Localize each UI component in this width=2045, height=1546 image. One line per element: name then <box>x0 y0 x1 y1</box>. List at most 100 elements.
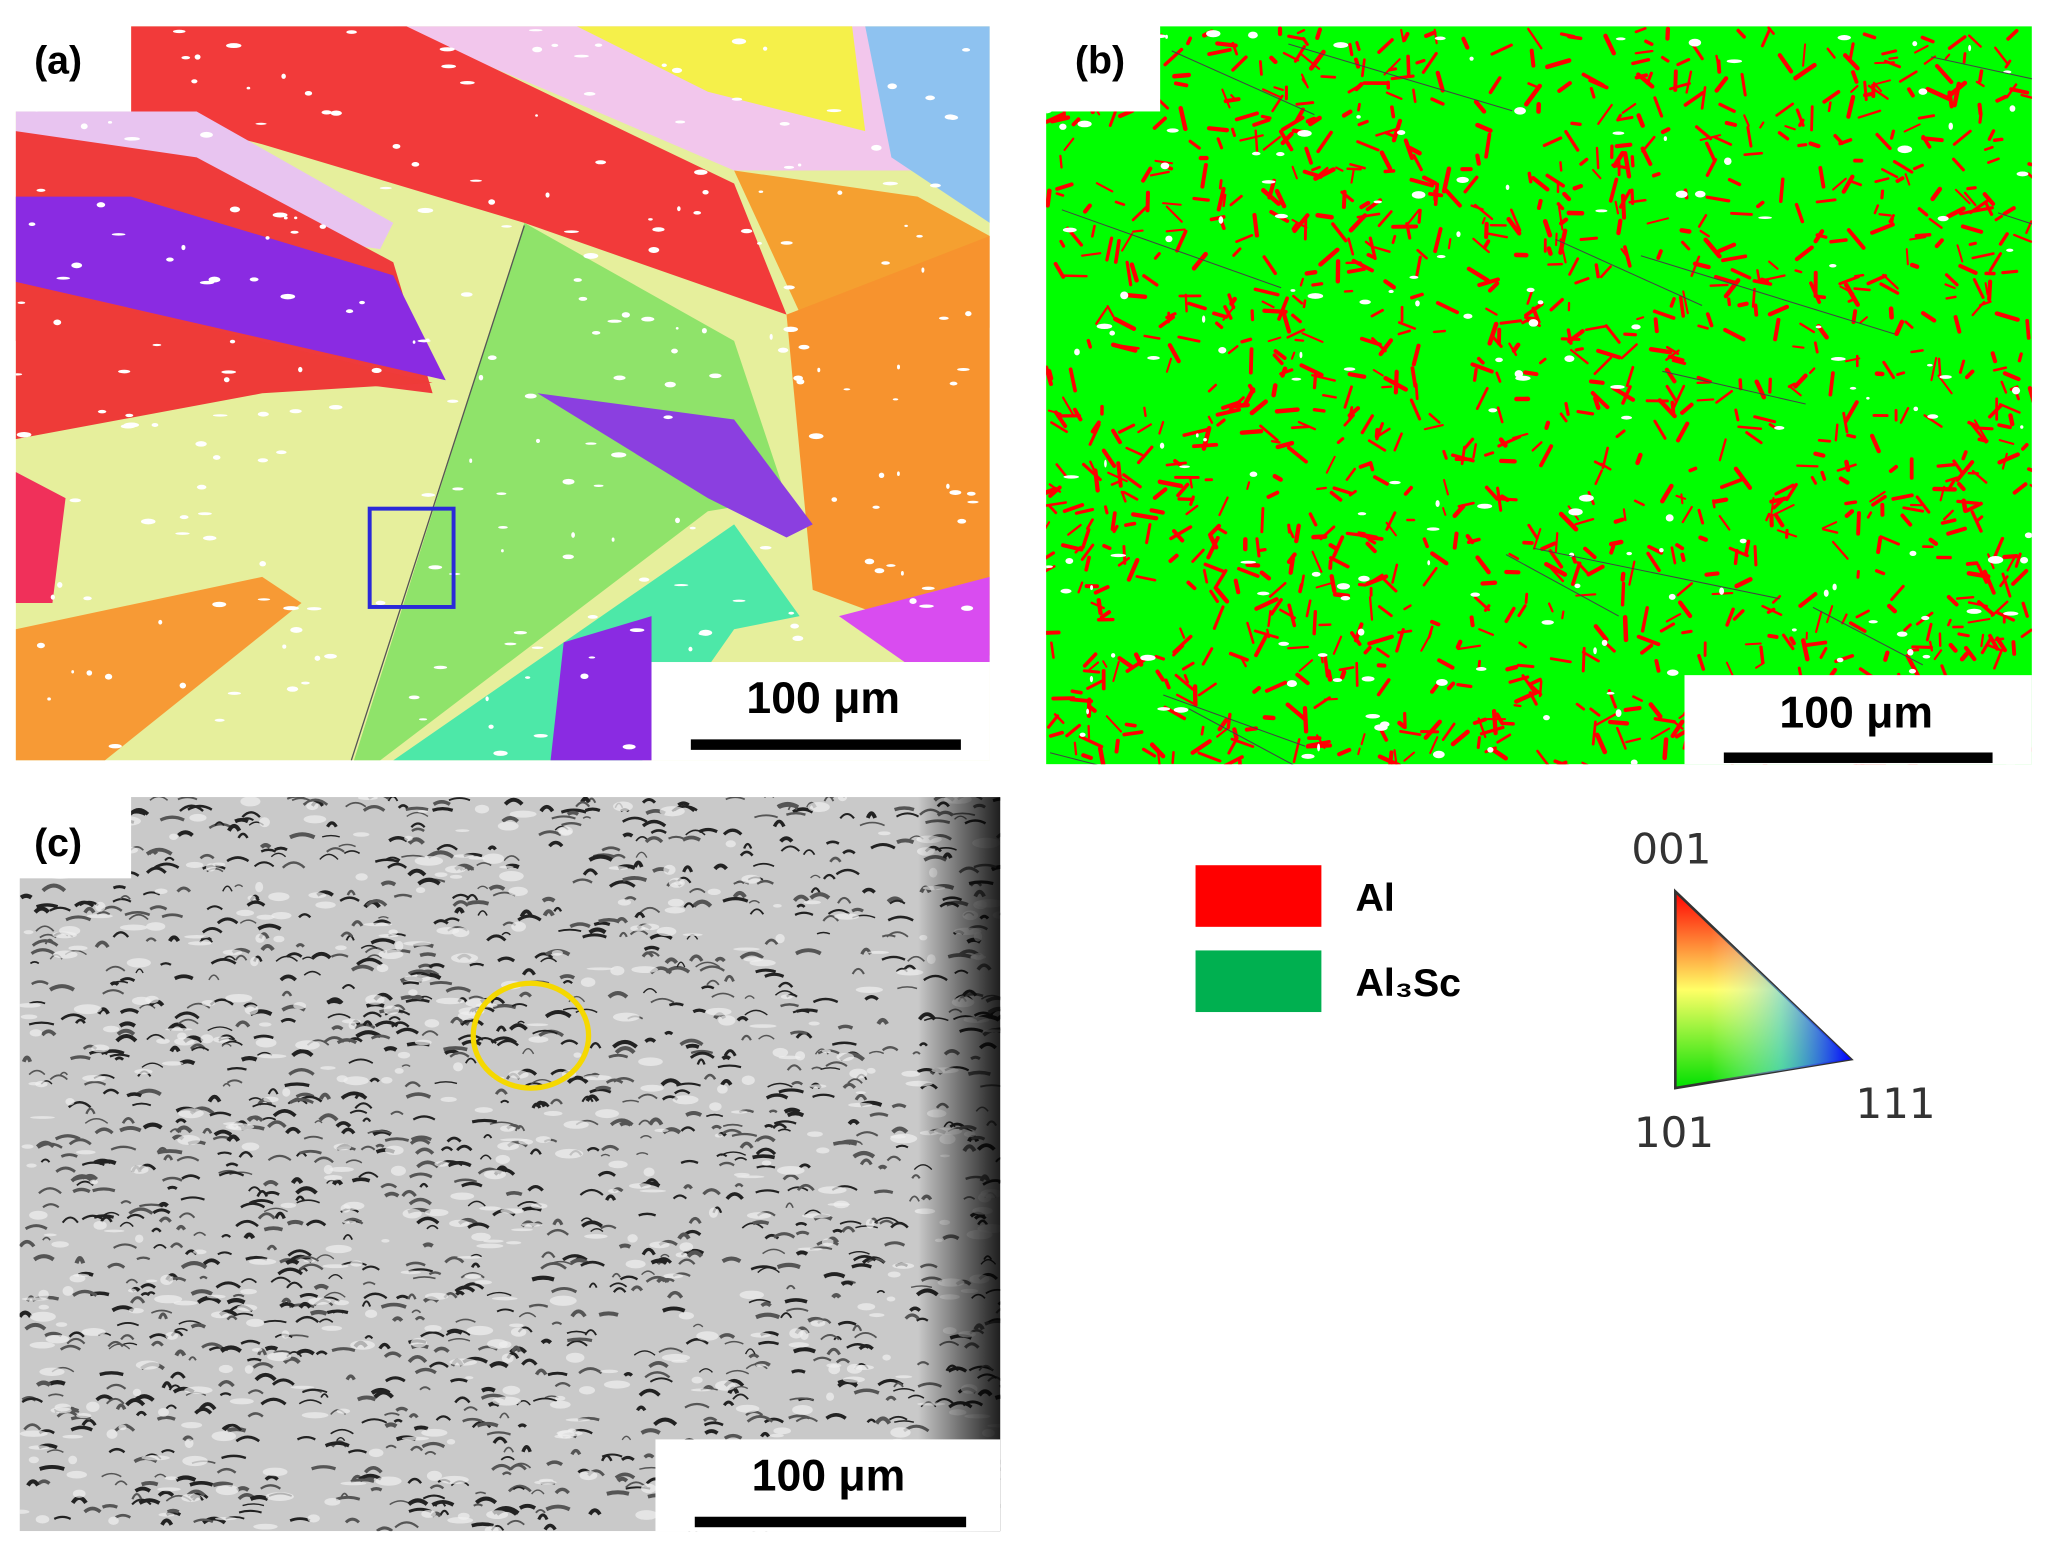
grain-boundary <box>1555 238 1703 306</box>
highlight <box>869 1313 885 1318</box>
surface-relief <box>835 1358 851 1364</box>
phase-al <box>1093 585 1110 595</box>
phase-al <box>1125 446 1144 457</box>
highlight <box>211 1311 230 1319</box>
surface-relief <box>791 1080 804 1086</box>
surface-relief <box>792 807 814 814</box>
phase-al <box>1971 300 1986 317</box>
phase-al <box>1660 55 1670 63</box>
speckle <box>246 86 251 90</box>
surface-relief <box>149 797 169 801</box>
phase-al <box>2021 601 2029 618</box>
surface-relief <box>637 1093 658 1100</box>
phase-al <box>1125 260 1133 287</box>
surface-relief <box>97 1007 110 1015</box>
phase-al <box>1476 356 1485 365</box>
surface-relief <box>664 1030 674 1036</box>
speckle <box>441 64 457 69</box>
phase-al <box>1994 46 2010 66</box>
surface-relief <box>866 1418 877 1424</box>
surface-relief <box>140 1292 151 1297</box>
speckle <box>289 409 302 414</box>
surface-relief <box>837 1320 857 1326</box>
highlight-circle <box>470 980 592 1091</box>
surface-relief <box>692 1008 706 1014</box>
highlight <box>465 1376 474 1380</box>
surface-relief <box>413 1425 429 1431</box>
phase-background <box>1046 26 2032 765</box>
surface-relief <box>179 804 204 812</box>
highlight <box>424 1208 449 1217</box>
phase-al <box>1616 726 1627 750</box>
surface-relief <box>165 1404 177 1410</box>
phase-al <box>1136 445 1154 465</box>
highlight <box>696 1331 719 1341</box>
highlight <box>355 873 368 881</box>
highlight <box>595 1109 619 1119</box>
scale-bar <box>694 1516 967 1528</box>
surface-relief <box>760 1431 771 1438</box>
phase-al <box>1845 357 1861 363</box>
surface-relief <box>295 1315 319 1324</box>
surface-relief <box>581 1095 594 1103</box>
scale-bar-label: 100 μm <box>752 1452 906 1501</box>
phase-al <box>1490 747 1508 761</box>
phase-al <box>1670 719 1685 739</box>
phase-al <box>1798 592 1818 608</box>
phase-al <box>1495 371 1502 383</box>
phase-al <box>1946 594 1959 607</box>
phase-al <box>1496 733 1512 744</box>
surface-relief <box>146 1291 156 1295</box>
surface-relief <box>432 806 454 812</box>
surface-relief <box>668 1002 684 1007</box>
surface-relief <box>741 1034 752 1041</box>
surface-relief <box>55 1166 76 1173</box>
highlight <box>741 1075 755 1086</box>
phase-al <box>1680 402 1694 415</box>
phase-al <box>1625 737 1642 744</box>
speckle <box>306 607 322 611</box>
phase-al <box>1047 714 1060 729</box>
phase-al <box>1715 389 1734 404</box>
phase-al <box>1381 385 1393 389</box>
phase-al <box>1232 247 1242 257</box>
surface-relief <box>161 913 184 919</box>
unindexed <box>1918 88 1928 95</box>
grain-boundary <box>1049 752 1098 765</box>
phase-al <box>1556 202 1565 211</box>
phase-al <box>1253 629 1279 639</box>
surface-relief <box>509 1463 527 1471</box>
speckle <box>881 261 890 265</box>
phase-al <box>1053 261 1066 279</box>
surface-relief <box>274 1211 286 1220</box>
phase-al <box>1186 580 1197 591</box>
surface-relief <box>509 1023 528 1031</box>
phase-al <box>1859 316 1868 324</box>
surface-relief <box>644 1178 660 1186</box>
highlight <box>509 810 537 818</box>
ipf-triangle-overlay <box>1675 891 1851 1089</box>
highlight <box>892 1262 915 1269</box>
surface-relief <box>253 861 275 868</box>
phase-al <box>1570 561 1582 586</box>
surface-relief <box>167 1022 187 1031</box>
surface-relief <box>722 1400 735 1407</box>
speckle <box>447 399 459 403</box>
phase-al <box>1930 186 1943 202</box>
highlight <box>487 1339 508 1349</box>
surface-relief <box>550 1098 563 1105</box>
speckle <box>194 54 201 60</box>
surface-relief <box>407 868 427 877</box>
surface-relief <box>401 1189 417 1198</box>
phase-al <box>2027 162 2032 167</box>
highlight <box>182 1455 208 1467</box>
phase-al <box>1358 461 1373 469</box>
phase-al <box>1312 610 1318 636</box>
phase-al <box>1158 315 1176 329</box>
surface-relief <box>575 1008 598 1014</box>
phase-al <box>1442 507 1447 516</box>
speckle <box>281 73 286 79</box>
speckle <box>392 143 401 149</box>
phase-al <box>1636 316 1645 321</box>
